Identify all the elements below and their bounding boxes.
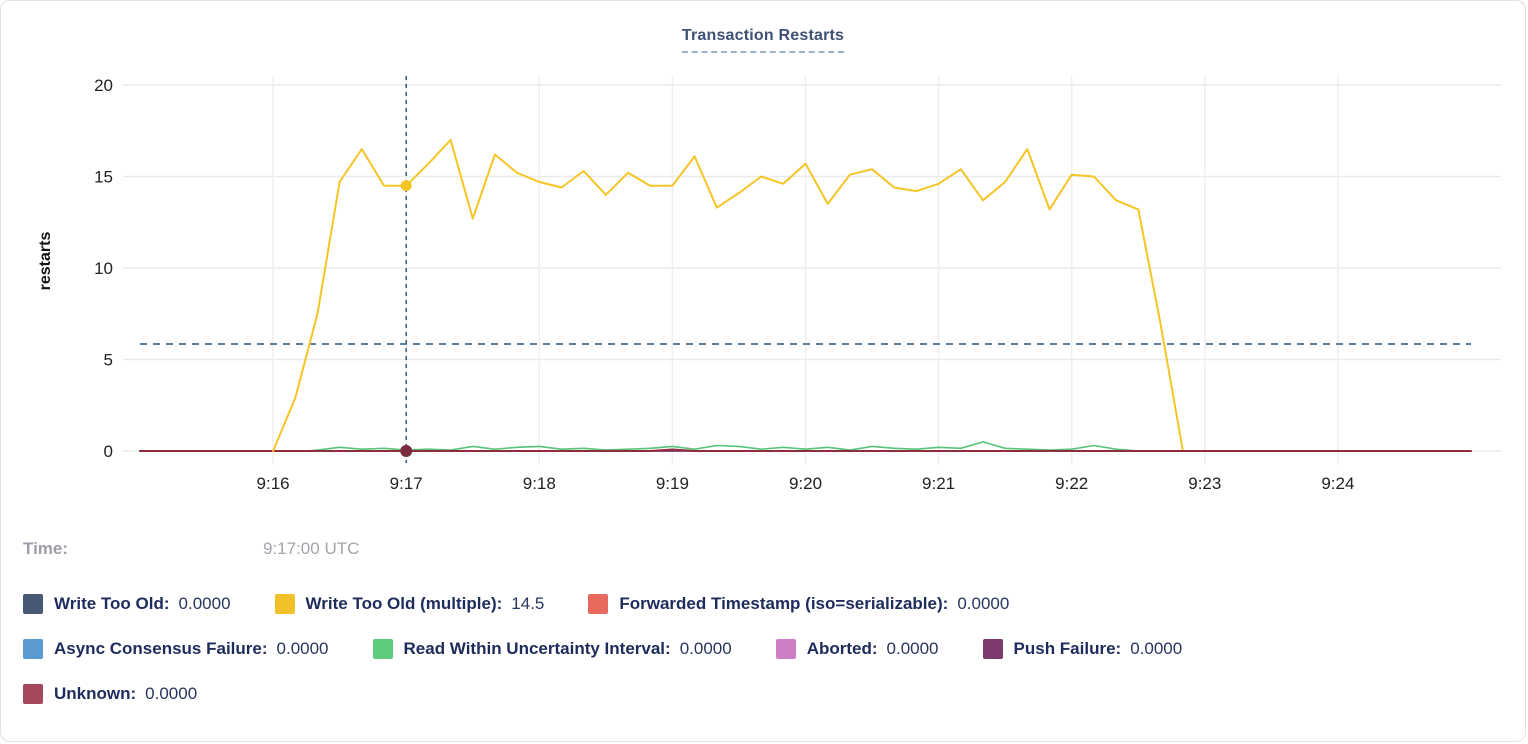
legend-item-label: Aborted:	[806, 639, 878, 658]
chart-area[interactable]: 0 5 10 15 20 9:16 9:17 9:18 9:19 9:20 9:21 9:22 9:23…	[1, 1, 1526, 521]
legend-item-value: 0.0000	[276, 639, 329, 658]
chart-title[interactable]: Transaction Restarts	[681, 27, 845, 53]
legend-item-value: 0.0000	[145, 684, 198, 703]
y-axis-label: restarts	[37, 231, 54, 291]
legend-item-label: Write Too Old:	[54, 594, 170, 613]
legend-item-write-too-old: Write Too Old: 0.0000	[23, 594, 231, 614]
legend-item-forwarded-timestamp-iso-serializable: Forwarded Timestamp (iso=serializable): 0…	[588, 594, 1009, 614]
legend-swatch	[588, 594, 609, 614]
legend-swatch	[372, 639, 393, 659]
chart-svg[interactable]: 0 5 10 15 20 9:16 9:17 9:18 9:19 9:20 9:21 9:22 9:23…	[1, 1, 1526, 521]
legend-item-value: 0.0000	[1130, 639, 1183, 658]
y-tick-label: 0	[104, 442, 113, 461]
x-tick-label: 9:22	[1055, 474, 1088, 493]
chart-title-row: Transaction Restarts	[1, 27, 1525, 53]
legend-item-label: Read Within Uncertainty Interval:	[403, 639, 671, 658]
legend-swatch	[23, 594, 43, 614]
series-line	[305, 441, 1140, 452]
legend-row: Async Consensus Failure: 0.0000 Read Withi…	[23, 636, 1182, 662]
series-line	[272, 138, 1184, 452]
tooltip-time-row: Time: 9:17:00 UTC	[23, 539, 359, 563]
legend-item-value: 0.0000	[679, 639, 732, 658]
y-tick-label: 20	[94, 76, 113, 95]
x-tick-label: 9:24	[1321, 474, 1354, 493]
x-tick-label: 9:16	[257, 474, 290, 493]
x-tick-label: 9:18	[523, 474, 556, 493]
legend-item-unknown: Unknown: 0.0000	[23, 684, 197, 704]
legend-item-read-within-uncertainty-interval: Read Within Uncertainty Interval: 0.0000	[372, 639, 732, 659]
legend-swatch	[274, 594, 295, 614]
legend-item-aborted: Aborted: 0.0000	[775, 639, 939, 659]
series-line	[139, 448, 1472, 452]
legend-item-value: 14.5	[511, 594, 545, 613]
legend-row: Write Too Old: 0.0000 Write Too Old (multi…	[23, 591, 1009, 617]
x-tick-label: 9:17	[390, 474, 423, 493]
legend-row: Unknown: 0.0000	[23, 681, 197, 707]
legend-item-value: 0.0000	[886, 639, 939, 658]
legend-swatch	[23, 639, 43, 659]
x-tick-label: 9:21	[922, 474, 955, 493]
legend-item-label: Forwarded Timestamp (iso=serializable):	[619, 594, 949, 613]
hover-marker	[400, 180, 412, 192]
legend-item-async-consensus-failure: Async Consensus Failure: 0.0000	[23, 639, 329, 659]
legend-item-write-too-old-multiple: Write Too Old (multiple): 14.5	[274, 594, 545, 614]
y-tick-label: 5	[104, 351, 113, 370]
legend-swatch	[775, 639, 796, 659]
legend-item-value: 0.0000	[957, 594, 1010, 613]
time-label: Time:	[23, 539, 69, 558]
hover-marker	[400, 445, 413, 457]
time-value: 9:17:00 UTC	[263, 539, 360, 558]
legend-item-value: 0.0000	[178, 594, 231, 613]
x-tick-label: 9:20	[789, 474, 822, 493]
legend-swatch	[982, 639, 1003, 659]
x-tick-label: 9:19	[656, 474, 689, 493]
legend-item-label: Write Too Old (multiple):	[305, 594, 503, 613]
y-tick-label: 15	[94, 168, 113, 187]
legend-swatch	[23, 684, 43, 704]
legend-item-label: Async Consensus Failure:	[54, 639, 268, 658]
legend-item-label: Push Failure:	[1013, 639, 1122, 658]
legend-item-push-failure: Push Failure: 0.0000	[982, 639, 1183, 659]
legend-item-label: Unknown:	[54, 684, 137, 703]
y-tick-label: 10	[94, 259, 113, 278]
x-tick-label: 9:23	[1188, 474, 1221, 493]
